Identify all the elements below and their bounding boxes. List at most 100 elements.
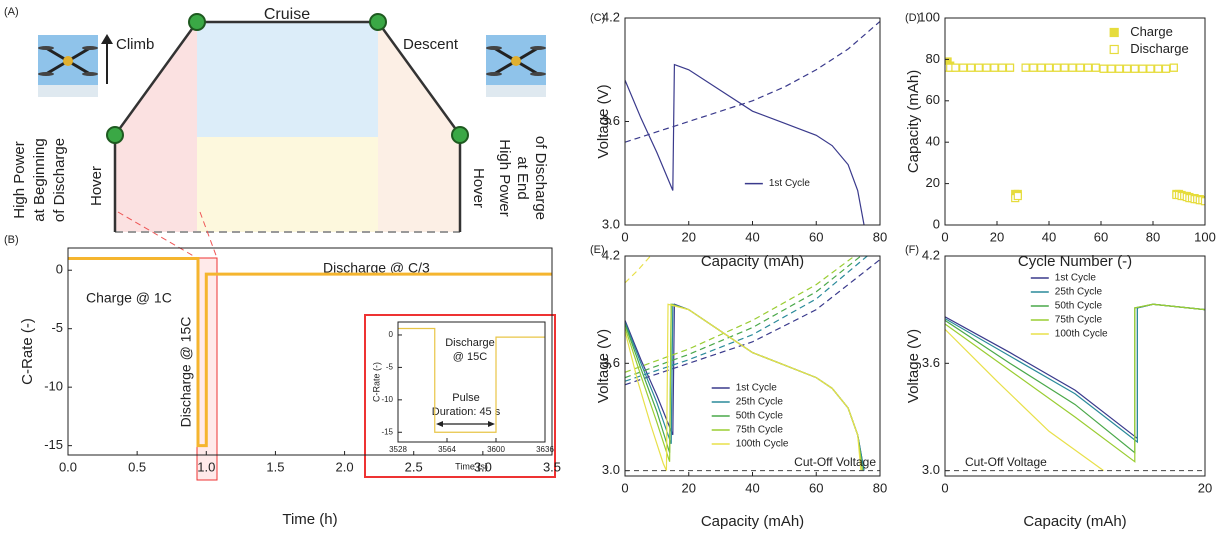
point (1169, 63, 1178, 72)
point (1109, 27, 1119, 38)
y-tick-label: 4.2 (602, 9, 620, 24)
x-tick-label: 2.5 (405, 459, 423, 474)
x-tick-label: 60 (809, 480, 823, 495)
x-tick-label: 20 (682, 229, 696, 244)
power-note: of Discharge (51, 138, 68, 222)
annotation: Charge @ 1C (86, 290, 172, 306)
legend-label: 100th Cycle (1055, 329, 1108, 340)
x-tick-label: 3564 (438, 445, 456, 454)
power-note: High Power (11, 141, 28, 219)
charge-curve (625, 20, 880, 143)
plot-area (945, 57, 1205, 206)
point (1052, 63, 1061, 72)
point (1091, 63, 1100, 72)
power-note: at Beginning (31, 138, 48, 221)
annotation: Discharge @ 15C (178, 317, 194, 428)
point (1083, 63, 1093, 72)
x-tick-label: 20 (682, 480, 696, 495)
power-note: High Power (496, 139, 513, 217)
axes-frame (397, 321, 546, 443)
y-tick-label: 3.6 (602, 113, 620, 128)
x-tick-label: 60 (809, 229, 823, 244)
x-axis-label: Cycle Number (-) (1018, 253, 1132, 270)
up-arrow-head (101, 34, 113, 44)
point (974, 63, 983, 72)
flight-diagram: (A) Cruise Climb Descent Hover Hover Hig… (4, 6, 549, 233)
x-tick-label: 0 (941, 229, 948, 244)
y-tick-label: 100 (918, 9, 940, 24)
x-tick-label: 3528 (389, 445, 407, 454)
point (1013, 191, 1022, 201)
point (1146, 64, 1155, 73)
legend-label: 50th Cycle (736, 411, 784, 422)
charge-curve (625, 256, 855, 373)
y-tick-label: -15 (44, 437, 63, 452)
x-tick-label: 100 (1194, 229, 1216, 244)
x-tick-label: 3.5 (543, 459, 561, 474)
waypoint (106, 126, 124, 144)
waypoint (188, 13, 206, 31)
legend-label: 75th Cycle (1055, 315, 1103, 326)
plot-area (625, 256, 880, 471)
x-tick-label: 3.0 (474, 459, 492, 474)
annotation: Pulse (452, 392, 480, 404)
y-tick-label: 60 (926, 92, 940, 107)
point (1161, 64, 1171, 73)
panel-label: (C) (590, 12, 605, 24)
legend-label: 100th Cycle (736, 439, 789, 450)
charge-curve (625, 256, 868, 382)
point (1021, 63, 1030, 72)
panel-label: (A) (4, 6, 19, 18)
x-tick-label: 0.0 (59, 459, 77, 474)
x-axis-label: Time (s) (455, 461, 488, 471)
y-axis-label: Capacity (mAh) (905, 70, 922, 173)
x-tick-label: 40 (1042, 229, 1056, 244)
point (959, 63, 968, 72)
x-tick-label: 0 (621, 229, 628, 244)
point (1068, 63, 1077, 72)
annotation: Discharge @ C/3 (323, 260, 430, 276)
panel-label: (F) (905, 244, 919, 256)
panel-label: (E) (590, 244, 605, 256)
y-tick-label: -10 (44, 379, 63, 394)
phase-label: Descent (403, 36, 459, 53)
point (966, 63, 976, 72)
panel-label: (B) (4, 234, 19, 246)
annotation: @ 15C (453, 351, 487, 363)
y-tick-label: -10 (381, 395, 393, 404)
climb-region (115, 22, 197, 232)
y-axis-label: Voltage (V) (595, 84, 612, 158)
flight-profile (113, 20, 462, 232)
cruise-lower-region (197, 137, 378, 232)
annotation: Duration: 45 s (432, 406, 501, 418)
point (1138, 64, 1147, 73)
x-tick-label: 20 (1198, 480, 1212, 495)
point (1044, 63, 1054, 72)
data-line (625, 63, 865, 225)
x-tick-label: 0.5 (128, 459, 146, 474)
y-tick-label: -5 (386, 363, 394, 372)
point (1060, 63, 1069, 72)
x-tick-label: 3636 (536, 445, 554, 454)
y-tick-label: -5 (51, 320, 63, 335)
drone-icon (486, 35, 546, 97)
point (1029, 63, 1038, 72)
point (1099, 64, 1108, 73)
waypoint (369, 13, 387, 31)
y-tick-label: -15 (381, 427, 393, 436)
descent-region (378, 22, 460, 232)
plot-area (398, 327, 545, 433)
x-tick-label: 20 (990, 229, 1004, 244)
legend-label: 50th Cycle (1055, 301, 1103, 312)
x-tick-label: 3600 (487, 445, 505, 454)
point (1115, 64, 1124, 73)
data-line (945, 303, 1205, 455)
y-axis-label: C-Rate (-) (371, 362, 381, 402)
point (1122, 64, 1132, 73)
phase-label: Climb (116, 36, 154, 53)
point (1037, 63, 1046, 72)
y-tick-label: 40 (926, 134, 940, 149)
plot-area (68, 257, 552, 448)
charge-curve (625, 259, 880, 386)
data-line (945, 328, 1104, 472)
